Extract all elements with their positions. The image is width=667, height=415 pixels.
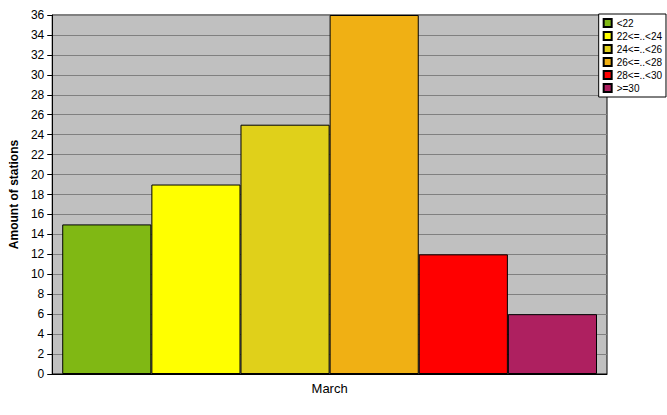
svg-text:26<=..<28: 26<=..<28 — [617, 57, 663, 68]
svg-text:0: 0 — [38, 367, 45, 381]
svg-text:34: 34 — [31, 28, 45, 42]
svg-text:4: 4 — [38, 327, 45, 341]
svg-text:<22: <22 — [617, 18, 634, 29]
svg-text:>=30: >=30 — [617, 83, 640, 94]
svg-text:30: 30 — [31, 68, 45, 82]
svg-text:Amount of stations: Amount of stations — [7, 140, 21, 250]
svg-text:24<=..<26: 24<=..<26 — [617, 44, 663, 55]
svg-text:18: 18 — [31, 188, 45, 202]
svg-text:12: 12 — [31, 247, 45, 261]
svg-text:8: 8 — [38, 287, 45, 301]
svg-text:2: 2 — [38, 347, 45, 361]
svg-text:20: 20 — [31, 168, 45, 182]
svg-text:32: 32 — [31, 48, 45, 62]
svg-text:6: 6 — [38, 307, 45, 321]
svg-text:28<=..<30: 28<=..<30 — [617, 70, 663, 81]
svg-text:10: 10 — [31, 267, 45, 281]
svg-text:24: 24 — [31, 128, 45, 142]
svg-text:22: 22 — [31, 148, 45, 162]
svg-text:14: 14 — [31, 227, 45, 241]
svg-text:26: 26 — [31, 108, 45, 122]
svg-text:36: 36 — [31, 8, 45, 22]
svg-text:22<=..<24: 22<=..<24 — [617, 31, 663, 42]
svg-text:28: 28 — [31, 88, 45, 102]
svg-text:16: 16 — [31, 207, 45, 221]
svg-text:March: March — [312, 381, 348, 396]
